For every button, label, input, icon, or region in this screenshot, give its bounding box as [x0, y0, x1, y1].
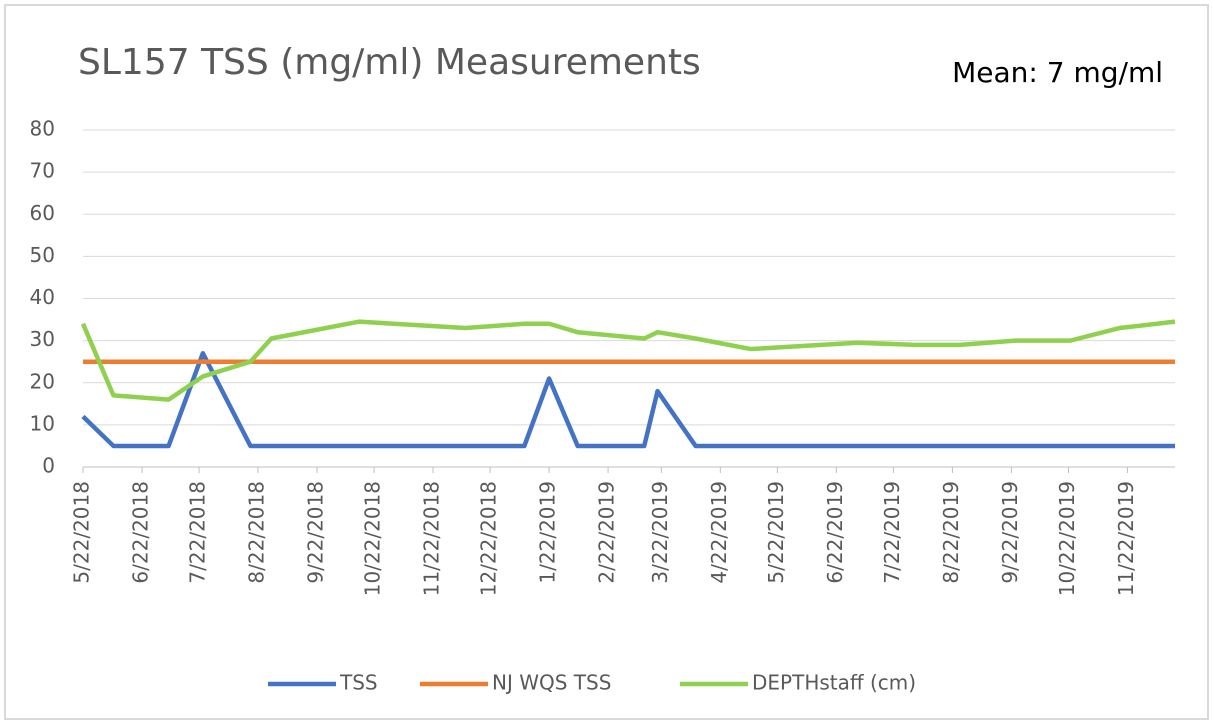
x-tick-label: 8/22/2018	[245, 481, 269, 584]
y-tick-label: 80	[30, 117, 55, 141]
y-tick-label: 0	[42, 454, 55, 478]
x-tick-label: 1/22/2019	[536, 481, 560, 584]
x-tick-label: 6/22/2019	[823, 481, 847, 584]
y-tick-label: 10	[30, 411, 55, 435]
chart-title: SL157 TSS (mg/ml) Measurements	[78, 42, 701, 83]
x-tick-label: 10/22/2019	[1055, 481, 1079, 596]
x-tick-label: 2/22/2019	[595, 481, 619, 584]
y-tick-label: 40	[30, 285, 55, 309]
x-tick-label: 9/22/2018	[304, 481, 328, 584]
data-line	[81, 351, 1175, 449]
legend-label: TSS	[339, 671, 378, 695]
x-tick-label: 7/22/2018	[186, 481, 210, 584]
x-tick-label: 11/22/2019	[1114, 481, 1138, 596]
y-tick-label: 60	[30, 201, 55, 225]
x-tick-label: 4/22/2019	[707, 481, 731, 584]
x-tick-label: 5/22/2019	[764, 481, 788, 584]
legend-label: NJ WQS TSS	[492, 671, 611, 695]
y-tick-label: 70	[30, 159, 55, 183]
x-tick-label: 10/22/2018	[361, 481, 385, 596]
data-line	[80, 319, 1176, 402]
x-tick-label: 7/22/2019	[880, 481, 904, 584]
legend-label: DEPTHstaff (cm)	[752, 671, 916, 695]
y-tick-label: 50	[30, 243, 55, 267]
x-tick-label: 9/22/2019	[998, 481, 1022, 584]
x-tick-label: 12/22/2018	[477, 481, 501, 596]
x-tick-label: 11/22/2018	[420, 481, 444, 596]
x-tick-label: 8/22/2019	[939, 481, 963, 584]
annotation: Mean: 7 mg/ml	[952, 56, 1163, 89]
y-tick-label: 20	[30, 369, 55, 393]
x-tick-label: 5/22/2018	[70, 481, 94, 584]
y-tick-label: 30	[30, 327, 55, 351]
x-tick-label: 3/22/2019	[648, 481, 672, 584]
x-tick-label: 6/22/2018	[128, 481, 152, 584]
